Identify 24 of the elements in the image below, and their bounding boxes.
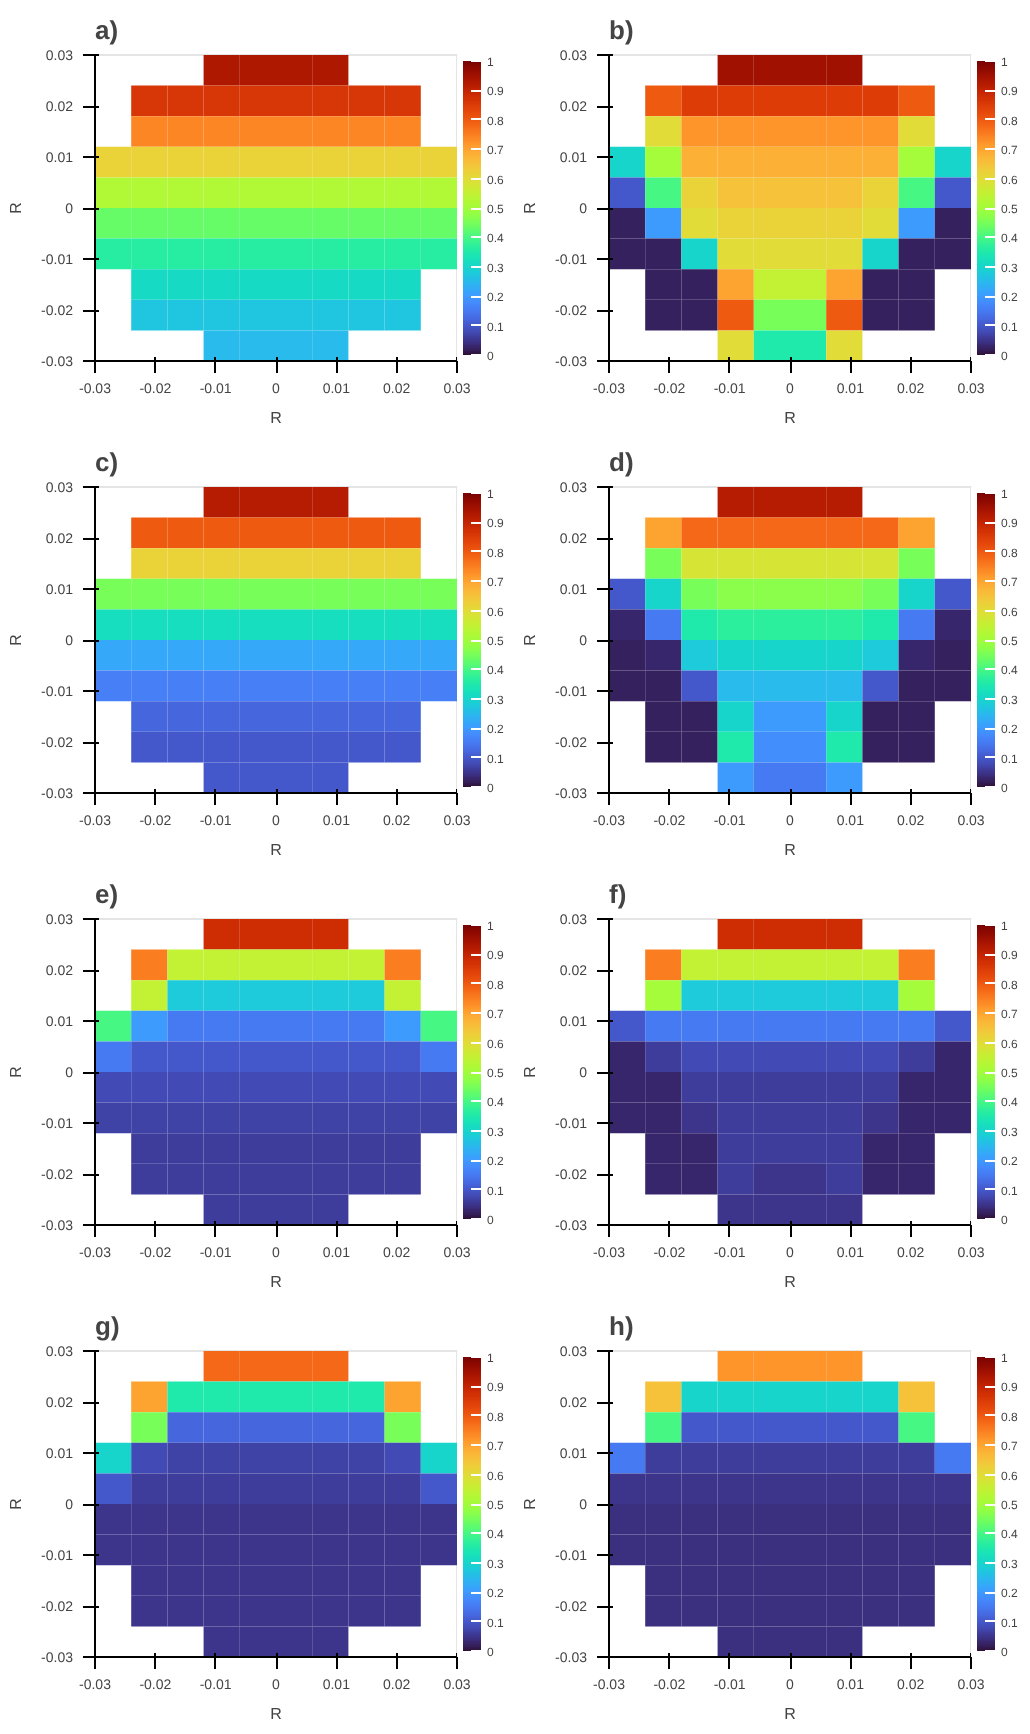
y-axis-title: R xyxy=(7,1497,26,1510)
y-axis-title: R xyxy=(521,201,540,214)
x-axis-title: R xyxy=(784,1705,797,1723)
chart-title: f) xyxy=(609,879,627,909)
chart-title: g) xyxy=(95,1311,120,1341)
chart-title: b) xyxy=(609,15,634,45)
chart-title: h) xyxy=(609,1311,634,1341)
x-axis-title: R xyxy=(784,1273,797,1291)
x-axis-title: R xyxy=(270,841,283,859)
y-axis-title: R xyxy=(521,1065,540,1078)
y-axis-title: R xyxy=(521,1497,540,1510)
x-axis-title: R xyxy=(270,1273,283,1291)
x-axis-title: R xyxy=(784,841,797,859)
y-axis-title: R xyxy=(7,1065,26,1078)
x-axis-title: R xyxy=(784,409,797,427)
x-axis-title: R xyxy=(270,409,283,427)
y-axis-title: R xyxy=(521,633,540,646)
chart-title: d) xyxy=(609,447,634,477)
y-axis-title: R xyxy=(7,633,26,646)
chart-title: c) xyxy=(95,447,119,477)
chart-title: e) xyxy=(95,879,119,909)
chart-title: a) xyxy=(95,15,119,45)
x-axis-title: R xyxy=(270,1705,283,1723)
y-axis-title: R xyxy=(7,201,26,214)
